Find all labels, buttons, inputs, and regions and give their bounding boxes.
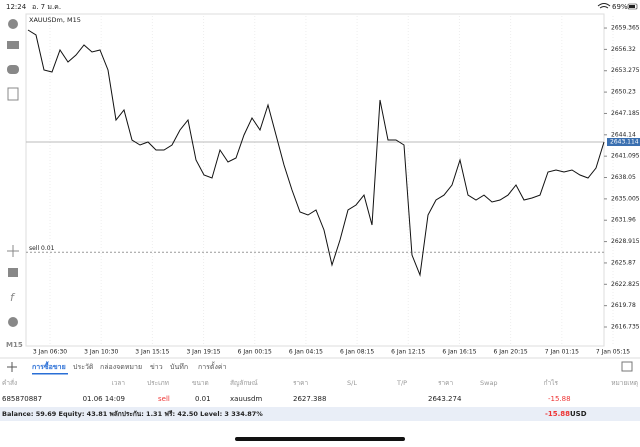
y-tick-label: 2619.78 [611,302,636,309]
x-tick-label: 3 Jan 15:15 [135,349,169,356]
balance-currency: USD [570,410,587,418]
layout-button[interactable] [621,361,633,372]
status-battery: 69% [612,3,628,11]
order-price: 2643.274 [428,395,462,403]
tab[interactable]: การซื้อขาย [32,360,66,371]
y-tick-label: 2635.005 [611,195,640,202]
account-icon[interactable] [8,19,18,29]
timeframe-button[interactable]: M15 [6,341,23,349]
order-type: sell [158,395,170,403]
y-tick-label: 2641.095 [611,153,640,160]
header-cell: S/L [347,379,357,387]
y-tick-label: 2631.96 [611,217,636,224]
y-tick-label: 2616.735 [611,324,640,331]
y-tick-label: 2622.825 [611,281,640,288]
header-cell: คำสั่ง [2,378,17,387]
current-price-label: 2643.114 [610,139,639,146]
new-order-icon[interactable] [7,87,19,101]
order-volume: 0.01 [195,395,211,403]
header-cell: Swap [480,379,498,387]
tab[interactable]: กล่องจดหมาย [100,363,142,371]
order-time: 01.06 14:09 [83,395,125,403]
tab[interactable]: บันทึก [170,362,188,371]
x-tick-label: 6 Jan 20:15 [494,349,528,356]
balance-text: Balance: 59.69 Equity: 43.81 พลักประกัน:… [2,410,263,418]
order-id: 685870887 [2,395,42,403]
x-tick-label: 6 Jan 04:15 [289,349,323,356]
y-tick-label: 2644.14 [611,131,636,138]
home-indicator [235,437,405,441]
tabs: การซื้อขาย ประวัติ กล่องจดหมาย ข่าว บันทึก กา… [32,360,227,375]
objects-icon[interactable] [8,317,18,327]
current-price-box [607,138,640,147]
tab[interactable]: ข่าว [150,363,163,371]
header-cell: เวลา [111,379,125,387]
battery-icon [627,3,638,10]
header-cell: ขนาด [192,379,209,387]
x-tick-label: 6 Jan 12:15 [391,349,425,356]
chart-symbol: XAUUSDm, M15 [29,16,81,24]
chat-icon[interactable] [7,65,19,74]
header-cell: T/P [396,379,407,387]
balance-profit: -15.88 [545,410,570,418]
order-line-label: sell 0.01 [29,245,55,252]
price-line [27,29,605,277]
header-cell: สัญลักษณ์ [230,379,258,387]
table-header: คำสั่ง เวลา ประเภท ขนาด สัญลักษณ์ ราคา S/L T/P ร… [2,378,638,387]
y-tick-label: 2628.915 [611,238,640,245]
header-cell: ประเภท [147,379,169,387]
x-tick-label: 6 Jan 08:15 [340,349,374,356]
x-tick-label: 3 Jan 10:30 [84,349,118,356]
tab-underline [32,373,68,375]
order-open-price: 2627.388 [293,395,326,403]
x-tick-label: 6 Jan 16:15 [442,349,476,356]
order-symbol: xauusdm [230,395,262,403]
indicators-icon[interactable] [8,268,18,277]
order-profit: -15.88 [548,395,571,403]
y-tick-label: 2659.365 [611,25,640,32]
x-tick-label: 6 Jan 00:15 [238,349,272,356]
left-toolbar: f [7,19,19,327]
header-cell: กำไร [544,379,559,387]
battery-level [629,5,635,8]
x-tick-label: 3 Jan 19:15 [186,349,220,356]
x-tick-label: 7 Jan 01:15 [545,349,579,356]
tab[interactable]: ประวัติ [73,363,94,371]
status-date: อ. 7 ม.ค. [32,3,61,11]
status-time: 12:24 [6,3,27,11]
y-tick-label: 2656.32 [611,46,636,53]
header-cell: ราคา [293,379,308,387]
x-tick-label: 7 Jan 05:15 [596,349,630,356]
y-tick-label: 2625.87 [611,259,636,266]
balance-bar [0,407,640,421]
y-tick-label: 2638.05 [611,174,636,181]
y-tick-label: 2653.275 [611,67,640,74]
header-cell: หมายเหตุ [611,379,638,387]
x-tick-label: 3 Jan 06:30 [33,349,67,356]
chart-frame [25,13,605,347]
y-tick-label: 2650.23 [611,89,636,96]
function-icon[interactable]: f [10,291,16,304]
y-tick-label: 2647.185 [611,110,640,117]
chart: 3 Jan 06:30 3 Jan 10:30 3 Jan 15:15 3 Jan 1… [26,16,640,356]
wifi-icon [597,3,611,9]
header-cell: ราคา [438,379,453,387]
tab[interactable]: การตั้งค่า [198,360,227,371]
crosshair-icon[interactable] [7,245,19,257]
trade-icon[interactable] [7,41,19,49]
add-button[interactable] [7,362,17,372]
